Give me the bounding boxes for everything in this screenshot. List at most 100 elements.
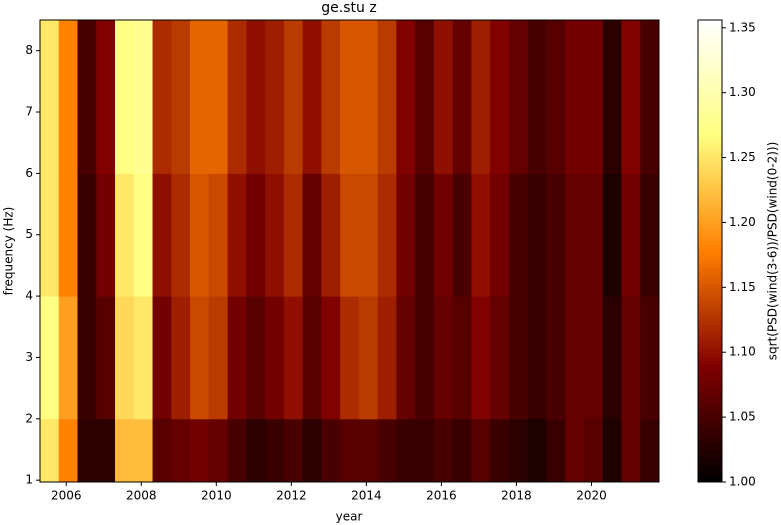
heatmap-cell bbox=[77, 418, 97, 483]
heatmap-cell bbox=[621, 20, 641, 174]
y-tick-label: 5 bbox=[25, 227, 33, 241]
heatmap-cell bbox=[415, 20, 435, 174]
heatmap-cell bbox=[96, 173, 116, 297]
colorbar-tick-label: 1.00 bbox=[729, 475, 756, 489]
heatmap-cell bbox=[471, 20, 491, 174]
heatmap-cell bbox=[208, 173, 229, 297]
heatmap-cell bbox=[508, 173, 529, 297]
heatmap-cell bbox=[527, 20, 547, 174]
heatmap-cell bbox=[621, 173, 641, 297]
heatmap-cell bbox=[377, 20, 397, 174]
heatmap-cell bbox=[265, 296, 285, 420]
heatmap-cell bbox=[546, 296, 566, 420]
heatmap-cell bbox=[58, 418, 79, 483]
heatmap-cell bbox=[321, 173, 341, 297]
heatmap-cell bbox=[415, 173, 435, 297]
heatmap-cell bbox=[358, 296, 379, 420]
colorbar-tick-label: 1.25 bbox=[729, 150, 756, 164]
heatmap-cell bbox=[227, 296, 247, 420]
heatmap-cell bbox=[77, 173, 97, 297]
heatmap-cell bbox=[640, 296, 660, 420]
heatmap-cell bbox=[190, 296, 210, 420]
heatmap-cell bbox=[546, 20, 566, 174]
chart-title: ge.stu z bbox=[321, 0, 376, 16]
heatmap-cell bbox=[377, 173, 397, 297]
heatmap-cell bbox=[471, 296, 491, 420]
heatmap-cell bbox=[152, 296, 172, 420]
y-tick-label: 7 bbox=[25, 105, 33, 119]
heatmap-cell bbox=[246, 173, 266, 297]
heatmap-cell bbox=[602, 173, 622, 297]
x-tick-label: 2008 bbox=[126, 489, 157, 503]
heatmap-cell bbox=[640, 173, 660, 297]
heatmap-cell bbox=[640, 20, 660, 174]
x-tick-label: 2018 bbox=[501, 489, 532, 503]
heatmap-cell bbox=[152, 173, 172, 297]
heatmap-cell bbox=[227, 173, 247, 297]
heatmap-cell bbox=[152, 418, 172, 483]
heatmap-cell bbox=[396, 20, 416, 174]
heatmap-cell bbox=[115, 173, 135, 297]
heatmap-cell bbox=[433, 20, 454, 174]
heatmap-cell bbox=[565, 296, 585, 420]
heatmap-cell bbox=[171, 418, 191, 483]
heatmap-cell bbox=[433, 173, 454, 297]
heatmap-cell bbox=[602, 418, 622, 483]
heatmap-cell bbox=[490, 296, 510, 420]
heatmap-cell bbox=[565, 20, 585, 174]
heatmap-cell bbox=[527, 296, 547, 420]
x-tick-label: 2012 bbox=[276, 489, 307, 503]
colorbar-tick-label: 1.30 bbox=[729, 85, 756, 99]
colorbar-tick-label: 1.35 bbox=[729, 20, 756, 34]
heatmap-cell bbox=[508, 296, 529, 420]
heatmap-cell bbox=[246, 20, 266, 174]
plot-frame bbox=[39, 19, 660, 483]
heatmap-cell bbox=[96, 296, 116, 420]
heatmap-cell bbox=[565, 173, 585, 297]
heatmap-cell bbox=[471, 173, 491, 297]
heatmap-cell bbox=[321, 20, 341, 174]
colorbar bbox=[697, 19, 723, 483]
heatmap-cell bbox=[171, 20, 191, 174]
heatmap-cell bbox=[490, 418, 510, 483]
heatmap-cell bbox=[133, 296, 154, 420]
heatmap-cell bbox=[396, 173, 416, 297]
y-tick-label: 1 bbox=[25, 473, 33, 487]
heatmap-cell bbox=[490, 173, 510, 297]
heatmap-cell bbox=[321, 296, 341, 420]
heatmap-cell bbox=[471, 418, 491, 483]
heatmap-cell bbox=[340, 296, 360, 420]
heatmap-cell bbox=[190, 418, 210, 483]
heatmap-cell bbox=[40, 296, 60, 420]
heatmap-cell bbox=[302, 20, 322, 174]
heatmap-cell bbox=[583, 418, 604, 483]
heatmap-cell bbox=[96, 418, 116, 483]
heatmap-cell bbox=[265, 173, 285, 297]
heatmap-cell bbox=[602, 296, 622, 420]
x-tick-label: 2016 bbox=[426, 489, 457, 503]
heatmap-cell bbox=[40, 418, 60, 483]
heatmap-cell bbox=[133, 418, 154, 483]
heatmap-cell bbox=[246, 296, 266, 420]
y-tick-label: 4 bbox=[25, 289, 33, 303]
heatmap-cell bbox=[283, 296, 304, 420]
y-axis-label: frequency (Hz) bbox=[2, 207, 16, 296]
heatmap-cell bbox=[77, 296, 97, 420]
heatmap-cell bbox=[452, 20, 472, 174]
heatmap-cell bbox=[227, 20, 247, 174]
heatmap-cell bbox=[508, 418, 529, 483]
heatmap-cell bbox=[115, 20, 135, 174]
heatmap-cell bbox=[302, 296, 322, 420]
colorbar-label: sqrt(PSD(wind(3-6))/PSD(wind(0-2))) bbox=[766, 142, 780, 361]
heatmap-cell bbox=[302, 173, 322, 297]
y-tick-label: 8 bbox=[25, 43, 33, 57]
heatmap-cell bbox=[583, 173, 604, 297]
heatmap-cell bbox=[190, 173, 210, 297]
heatmap-cell bbox=[377, 418, 397, 483]
heatmap-cell bbox=[546, 418, 566, 483]
heatmap-cell bbox=[58, 20, 79, 174]
colorbar-tick-label: 1.20 bbox=[729, 215, 756, 229]
x-tick-label: 2020 bbox=[576, 489, 607, 503]
y-tick-label: 6 bbox=[25, 166, 33, 180]
